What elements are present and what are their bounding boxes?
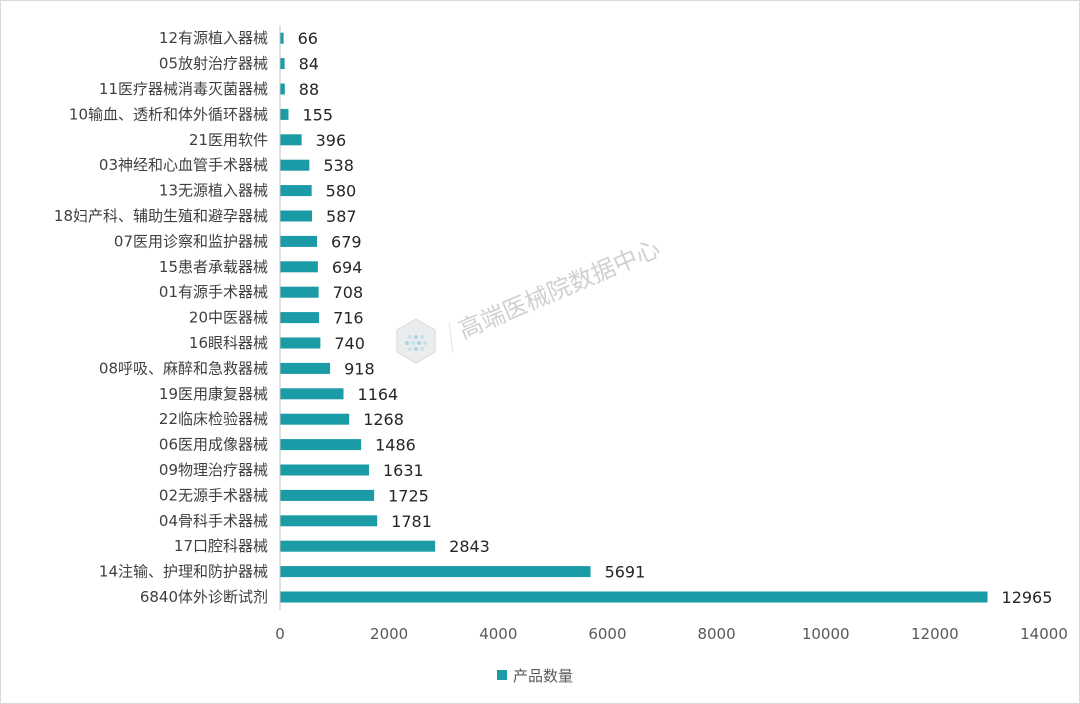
bar [280,261,318,273]
category-label: 12有源植入器械 [159,29,268,47]
category-label: 15患者承载器械 [159,258,268,276]
data-label: 716 [333,309,364,328]
data-label: 587 [326,207,357,226]
data-label: 1631 [383,461,424,480]
data-label: 84 [299,55,319,74]
watermark: 高端医械院数据中心 [396,234,664,364]
data-label: 1725 [388,486,429,505]
bar [280,134,302,146]
x-tick-label: 4000 [479,625,517,643]
category-label: 07医用诊察和监护器械 [114,232,268,250]
category-label: 04骨科手术器械 [159,512,268,530]
bar [280,515,378,527]
category-label: 09物理治疗器械 [159,461,268,479]
category-label: 13无源植入器械 [159,182,268,200]
data-label: 1164 [358,385,399,404]
data-label: 740 [334,334,365,353]
watermark-logo-icon [396,318,436,364]
bar [280,337,321,349]
bar [280,489,375,501]
bar [280,591,988,603]
bar [280,185,312,197]
bar [280,464,370,476]
bar [280,413,350,425]
x-tick-label: 2000 [370,625,408,643]
x-tick-label: 12000 [911,625,959,643]
bar [280,32,284,44]
data-label: 396 [316,131,347,150]
bar [280,83,285,95]
bar [280,235,318,247]
bar [280,210,313,222]
data-label: 1486 [375,436,416,455]
x-tick-label: 14000 [1020,625,1068,643]
data-label: 708 [333,283,364,302]
category-label: 06医用成像器械 [159,436,268,454]
data-label: 66 [298,29,318,48]
bar [280,286,319,298]
category-label: 17口腔科器械 [174,537,268,555]
category-label: 05放射治疗器械 [159,55,268,73]
data-label: 694 [332,258,363,277]
data-label: 5691 [605,563,646,582]
data-label: 88 [299,80,319,99]
category-label: 6840体外诊断试剂 [140,588,268,606]
bar [280,159,310,171]
data-label: 918 [344,359,375,378]
category-label: 22临床检验器械 [159,410,268,428]
category-label: 19医用康复器械 [159,385,268,403]
legend: 产品数量 [497,667,573,685]
bar [280,58,285,70]
legend-label: 产品数量 [513,667,573,685]
bar [280,439,362,451]
watermark-text: 高端医械院数据中心 [454,234,664,344]
data-label: 2843 [449,537,490,556]
bar [280,108,289,120]
category-label: 18妇产科、辅助生殖和避孕器械 [54,207,268,225]
category-label: 02无源手术器械 [159,486,268,504]
data-label: 1781 [391,512,432,531]
category-label: 11医疗器械消毒灭菌器械 [99,80,268,98]
category-label: 03神经和心血管手术器械 [99,156,268,174]
category-label: 10输血、透析和体外循环器械 [69,105,268,123]
bar [280,312,320,324]
data-label: 1268 [363,410,404,429]
bar [280,388,344,400]
bar [280,540,436,552]
data-label: 580 [326,182,357,201]
data-label: 12965 [1002,588,1053,607]
x-tick-label: 0 [275,625,285,643]
category-label: 08呼吸、麻醉和急救器械 [99,359,268,377]
x-tick-label: 8000 [697,625,735,643]
category-label: 16眼科器械 [189,334,268,352]
data-label: 155 [302,105,333,124]
bar [280,566,591,578]
data-label: 538 [323,156,354,175]
category-label: 14注输、护理和防护器械 [99,563,268,581]
x-tick-label: 6000 [588,625,626,643]
x-tick-label: 10000 [802,625,850,643]
bar [280,362,331,374]
category-label: 01有源手术器械 [159,283,268,301]
legend-swatch [497,670,507,680]
data-label: 679 [331,232,362,251]
category-label: 20中医器械 [189,309,268,327]
category-label: 21医用软件 [189,131,268,149]
